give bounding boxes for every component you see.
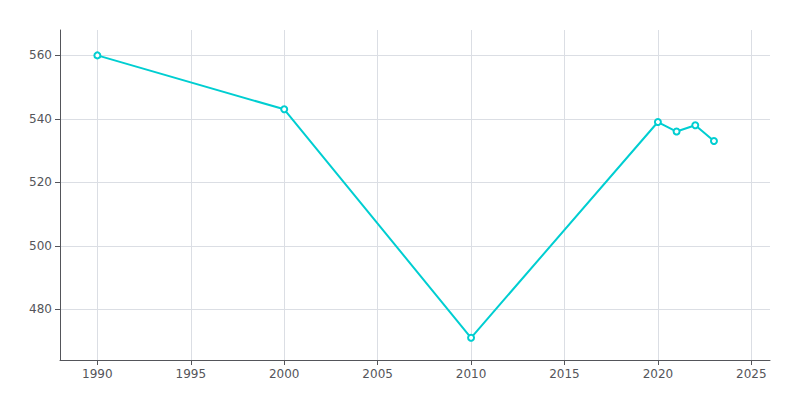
svg-text:500: 500 (29, 239, 52, 253)
svg-text:560: 560 (29, 48, 52, 62)
svg-text:2010: 2010 (456, 367, 487, 381)
svg-text:2025: 2025 (736, 367, 767, 381)
svg-text:2015: 2015 (549, 367, 580, 381)
svg-text:480: 480 (29, 302, 52, 316)
svg-text:2020: 2020 (643, 367, 674, 381)
svg-text:1995: 1995 (176, 367, 207, 381)
svg-text:540: 540 (29, 112, 52, 126)
svg-text:2000: 2000 (269, 367, 300, 381)
svg-text:1990: 1990 (82, 367, 113, 381)
svg-text:520: 520 (29, 175, 52, 189)
svg-text:2005: 2005 (362, 367, 393, 381)
